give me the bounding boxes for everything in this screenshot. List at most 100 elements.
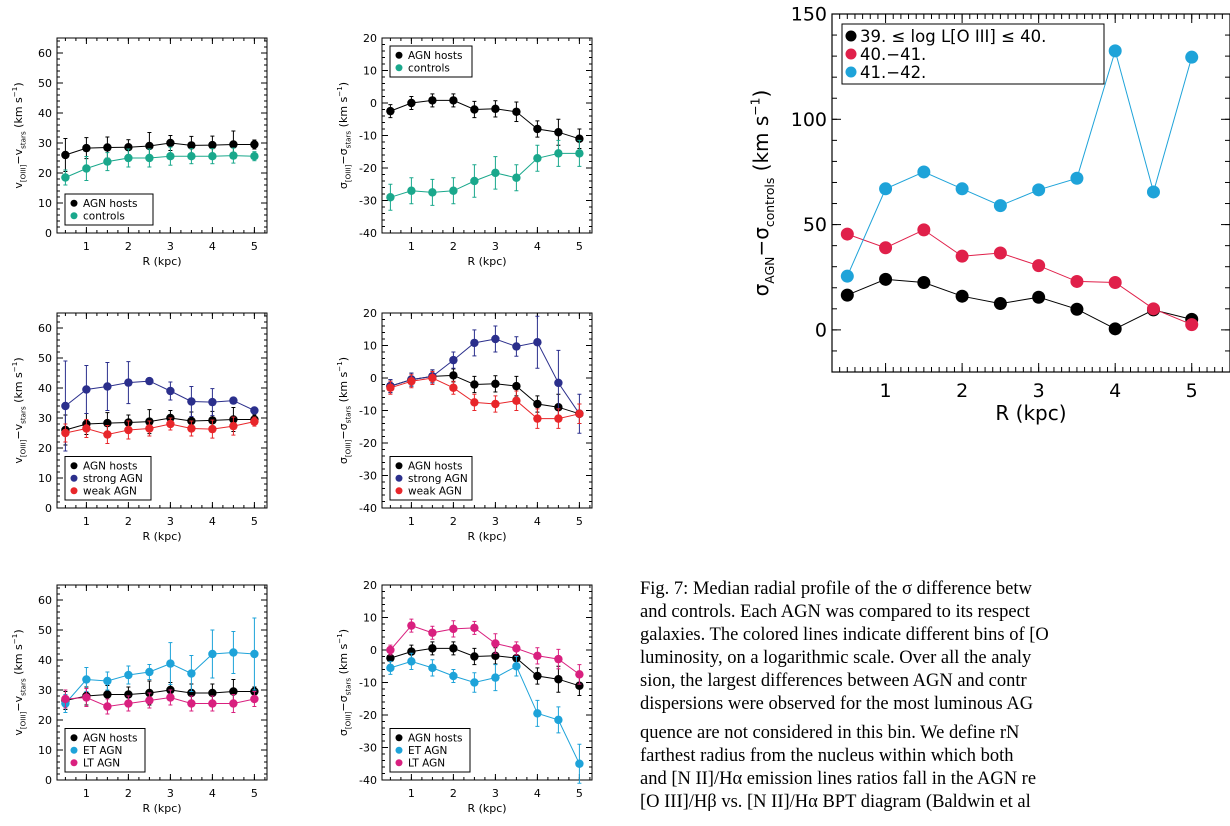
x-tick-label: 5 [576,240,583,253]
data-point [386,383,395,392]
legend-marker [395,462,403,470]
panel-velocity-strong-weak: 1 2 3 4 5 0 10 20 30 40 50 60 R (kpc) v[OIII]−vstars … [0,303,300,557]
x-tick-label: 1 [83,240,90,253]
y-tick-label: -20 [359,709,377,722]
legend-marker [70,212,78,220]
series-line [390,374,580,415]
y-tick-label: 30 [38,684,52,697]
y-tick-label: 50 [803,214,827,236]
y-tick-label: 50 [38,77,52,90]
data-point [187,688,196,698]
legend-marker [70,734,78,742]
body-line: quence are not considered in this bin. W… [640,723,1020,743]
legend-marker [395,759,403,767]
caption-line: dispersions were observed for the most l… [640,694,1034,714]
y-tick-label: 20 [38,442,52,455]
legend-box [389,45,473,78]
x-tick-label: 3 [492,240,499,253]
data-point [533,338,542,347]
axis-label: R (kpc) [995,401,1066,425]
plot-frame [56,37,268,234]
data-point [208,140,217,150]
data-point [575,409,584,418]
legend-marker [845,48,857,60]
series-line [390,152,580,198]
data-point [449,644,458,653]
legend-label: weak AGN [83,486,137,498]
chart-p6: 1 2 3 4 5 -40 -30 -20 -10 0 10 20 R (kpc) σ[OIII]−σst… [335,579,593,815]
data-point [575,149,584,158]
data-point [145,141,154,151]
x-tick-label: 5 [576,787,583,800]
series-line [847,278,1192,330]
data-point [993,297,1007,311]
data-point [103,143,112,152]
x-tick-label: 5 [251,787,258,800]
y-tick-label: -10 [359,404,377,417]
x-tick-label: 5 [251,240,258,253]
data-point [491,639,500,648]
data-point [187,152,196,161]
data-point [407,186,416,195]
data-point [103,702,112,711]
data-point [917,276,931,289]
chart-p2: 1 2 3 4 5 -40 -30 -20 -10 0 10 20 R (kpc) σ[OIII]−σst… [335,32,593,268]
data-point [145,667,154,677]
series-line [65,380,255,411]
data-point [449,96,458,105]
data-point [1185,50,1199,64]
data-point [229,396,238,405]
legend-marker [70,462,78,470]
data-point [449,186,458,195]
data-point [512,662,521,671]
legend-marker [70,746,78,754]
data-point [82,424,91,433]
data-point [470,398,479,407]
data-point [449,383,458,392]
y-tick-label: 20 [363,32,377,45]
x-tick-label: 1 [408,787,415,800]
legend-label: LT AGN [408,758,445,770]
data-point [491,673,500,682]
panel-velocity-hosts-controls: 1 2 3 4 5 0 10 20 30 40 50 60 R (kpc) v[OIII]−vstars … [0,28,300,282]
data-point [386,645,395,655]
data-point [250,694,259,704]
panel-sigma-difference-luminosity: 1 2 3 4 5 0 50 100 150 R (kpc) σAGN−σcontrols (km … [740,0,1230,494]
x-tick-label: 2 [450,515,457,528]
y-tick-label: 20 [363,307,377,320]
data-point [229,648,238,657]
y-tick-label: -30 [359,741,377,754]
data-point [82,693,91,702]
y-tick-label: -30 [359,194,377,207]
data-point [103,690,112,699]
axis-label: v[OIII]−vstars (km s−1) [10,82,27,188]
data-point [955,182,969,196]
data-point [166,138,175,148]
data-point [1146,302,1160,316]
data-point [554,715,563,725]
data-point [229,140,238,149]
data-point [124,153,133,163]
legend-marker [395,64,403,72]
data-point [1108,44,1122,58]
axis-label: σAGN−σcontrols (km s−1) [748,90,777,297]
data-point [840,227,854,241]
panel-velocity-et-lt: 1 2 3 4 5 0 10 20 30 40 50 60 R (kpc) v[OIII]−vstars … [0,575,300,826]
axis-label: R (kpc) [142,255,181,268]
legend-box [389,728,471,773]
data-point [1108,276,1122,289]
y-tick-label: 100 [791,109,827,131]
data-point [1032,259,1046,273]
data-point [554,675,563,684]
data-point [491,651,500,661]
x-tick-label: 1 [83,787,90,800]
series-line [390,99,580,140]
y-tick-label: 60 [38,594,52,607]
data-point [166,386,175,396]
data-point [166,152,175,161]
data-point [145,696,154,705]
data-point [229,421,238,431]
x-tick-label: 3 [1033,380,1045,402]
legend-label: controls [83,211,125,223]
